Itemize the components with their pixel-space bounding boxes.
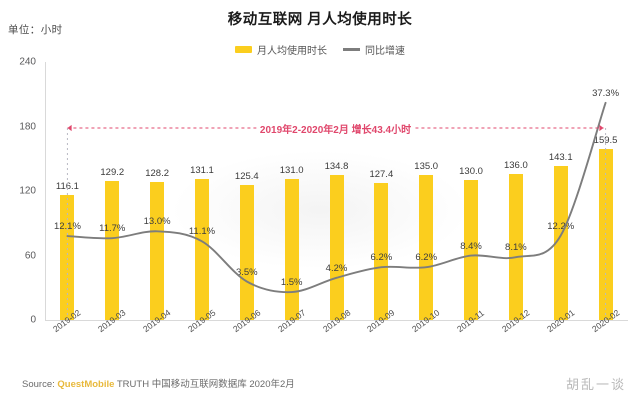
bar-value-label-2019-04: 128.2 (145, 168, 169, 180)
bar-value-label-2019-03: 129.2 (100, 167, 125, 179)
source-prefix: Source: (22, 379, 55, 390)
legend-item-line[interactable]: 同比增速 (343, 42, 405, 57)
line-value-label-2019-09: 6.2% (370, 252, 393, 264)
bar-2019-06[interactable] (239, 185, 254, 320)
line-value-label-2019-04: 13.0% (143, 216, 171, 228)
bar-value-label-2019-07: 131.0 (279, 165, 304, 177)
x-axis-line (45, 320, 628, 321)
bar-2020-02[interactable] (598, 148, 613, 320)
bar-value-label-2019-11: 130.0 (459, 166, 483, 178)
line-value-label-2019-11: 8.4% (460, 240, 482, 252)
source-note: Source: QuestMobile TRUTH 中国移动互联网数据库 202… (22, 376, 295, 390)
y-axis-tick-60: 60 (24, 250, 36, 261)
bar-value-label-2019-10: 135.0 (414, 160, 439, 172)
line-value-label-2019-06: 3.5% (235, 266, 258, 278)
page-title: 移动互联网 月人均使用时长 (227, 12, 413, 28)
line-value-label-2019-03: 11.7% (99, 223, 126, 235)
legend-bar-swatch-icon (235, 46, 252, 53)
y-axis-tick-180: 180 (19, 121, 36, 132)
line-value-label-2020-02: 37.3% (592, 87, 620, 99)
line-value-label-2019-02: 12.1% (53, 221, 81, 233)
source-rest: TRUTH 中国移动互联网数据库 2020年2月 (116, 379, 295, 390)
bar-value-label-2019-06: 125.4 (234, 171, 259, 183)
bar-value-label-2019-12: 136.0 (503, 159, 528, 171)
y-axis-unit-label: 单位：小时 (8, 24, 63, 36)
growth-annotation-label: 2019年2-2020年2月 增长43.4小时 (255, 121, 416, 136)
line-value-label-2019-05: 11.1% (188, 226, 216, 238)
bar-value-label-2020-01: 143.1 (548, 152, 573, 164)
line-value-label-2019-10: 6.2% (415, 252, 438, 264)
y-axis-tick-0: 0 (30, 314, 36, 326)
chart-legend: 月人均使用时长 同比增速 (0, 42, 640, 57)
legend-line-label: 同比增速 (365, 46, 405, 57)
bar-2019-03[interactable] (105, 181, 120, 320)
y-axis-tick-120: 120 (19, 185, 36, 197)
legend-item-bar[interactable]: 月人均使用时长 (235, 42, 327, 57)
bar-2020-01[interactable] (553, 166, 568, 320)
bar-2019-10[interactable] (419, 174, 434, 320)
y-axis-tick-240: 240 (19, 56, 36, 68)
bar-value-label-2019-05: 131.1 (190, 165, 214, 177)
bar-value-label-2020-02: 159.5 (593, 134, 618, 146)
source-brand: QuestMobile (57, 379, 115, 390)
legend-line-swatch-icon (343, 48, 360, 51)
line-value-label-2019-08: 4.2% (325, 262, 348, 274)
bar-2019-05[interactable] (194, 179, 209, 320)
bar-2019-08[interactable] (329, 175, 344, 320)
line-value-label-2019-07: 1.5% (280, 277, 303, 289)
legend-bar-label: 月人均使用时长 (257, 46, 327, 57)
bar-value-label-2019-08: 134.8 (324, 161, 349, 173)
bar-2019-07[interactable] (284, 179, 299, 320)
bar-value-label-2019-09: 127.4 (369, 169, 394, 181)
bar-value-label-2019-02: 116.1 (55, 181, 79, 193)
bar-2019-04[interactable] (150, 182, 165, 320)
line-value-label-2019-12: 8.1% (505, 242, 527, 254)
line-value-label-2020-01: 12.2% (547, 220, 575, 232)
bar-2019-02[interactable] (60, 195, 75, 320)
y-axis-line (45, 62, 46, 320)
author-watermark: 胡乱一谈 (565, 377, 626, 392)
